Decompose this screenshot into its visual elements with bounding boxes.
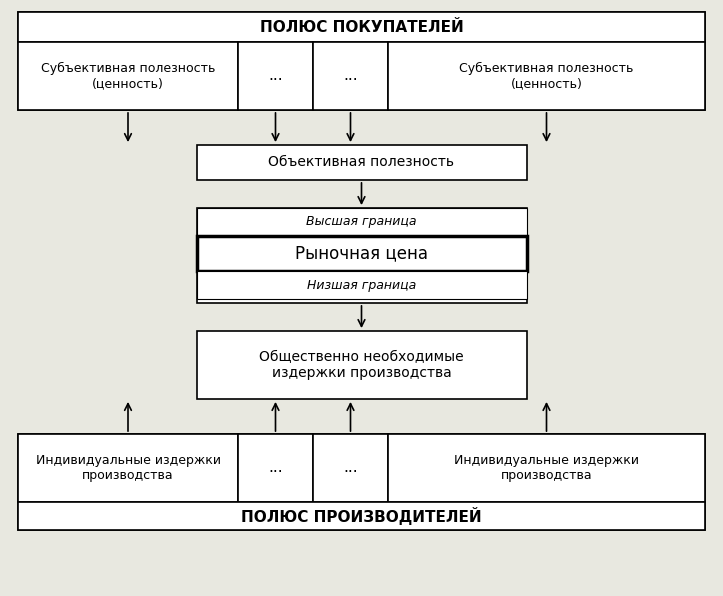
Bar (197, 271, 526, 299)
Text: Низшая граница: Низшая граница (307, 278, 416, 291)
Bar (18, 12, 705, 110)
Text: Субъективная полезность
(ценность): Субъективная полезность (ценность) (459, 62, 633, 90)
Text: ...: ... (268, 461, 283, 476)
Bar (18, 42, 238, 110)
Bar (197, 331, 526, 399)
Text: Индивидуальные издержки
производства: Индивидуальные издержки производства (454, 454, 639, 482)
Bar (238, 434, 313, 502)
Bar (197, 145, 526, 180)
Bar (197, 208, 526, 236)
Text: Рыночная цена: Рыночная цена (295, 244, 428, 262)
Text: Высшая граница: Высшая граница (307, 216, 416, 228)
Text: Индивидуальные издержки
производства: Индивидуальные издержки производства (35, 454, 221, 482)
Bar (388, 42, 705, 110)
Bar (388, 434, 705, 502)
Text: Объективная полезность: Объективная полезность (268, 156, 455, 169)
Bar (238, 42, 313, 110)
Bar (197, 236, 526, 271)
Bar (313, 434, 388, 502)
Text: ПОЛЮС ПРОИЗВОДИТЕЛЕЙ: ПОЛЮС ПРОИЗВОДИТЕЛЕЙ (241, 507, 482, 525)
Text: Общественно необходимые
издержки производства: Общественно необходимые издержки произво… (259, 350, 464, 380)
Bar (18, 434, 705, 530)
Bar (18, 12, 705, 42)
Bar (18, 434, 238, 502)
Text: Субъективная полезность
(ценность): Субъективная полезность (ценность) (40, 62, 215, 90)
Text: ...: ... (343, 69, 358, 83)
Bar (18, 502, 705, 530)
Text: ПОЛЮС ПОКУПАТЕЛЕЙ: ПОЛЮС ПОКУПАТЕЛЕЙ (260, 20, 463, 35)
Text: ...: ... (268, 69, 283, 83)
Bar (313, 42, 388, 110)
Text: ...: ... (343, 461, 358, 476)
Bar (197, 208, 526, 303)
